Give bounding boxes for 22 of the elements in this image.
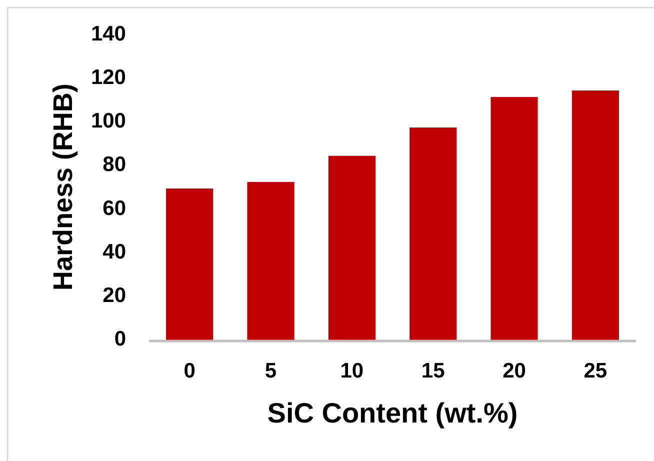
- x-tick-label: 20: [502, 360, 526, 382]
- y-tick-label: 100: [90, 110, 126, 133]
- x-tick-label: 15: [421, 360, 446, 382]
- bar: [490, 97, 538, 341]
- x-tick-label: 0: [184, 360, 196, 382]
- y-tick-label: 20: [102, 284, 126, 307]
- y-tick-label: 40: [102, 240, 126, 264]
- bar: [247, 182, 294, 341]
- x-axis-title: SiC Content (wt.%): [267, 398, 518, 428]
- bar: [166, 188, 214, 341]
- x-tick-label: 5: [264, 360, 277, 382]
- y-tick-label: 120: [90, 66, 126, 90]
- bar: [410, 128, 457, 341]
- y-tick-label: 60: [102, 196, 126, 220]
- bar: [328, 156, 376, 341]
- x-tick-label: 25: [584, 360, 608, 382]
- bar: [572, 90, 619, 341]
- y-tick-label: 0: [114, 328, 126, 350]
- x-tick-label: 10: [340, 360, 364, 382]
- y-axis-title: Hardness (RHB): [48, 83, 78, 291]
- y-tick-label: 80: [102, 153, 126, 176]
- y-tick-label: 140: [90, 22, 126, 46]
